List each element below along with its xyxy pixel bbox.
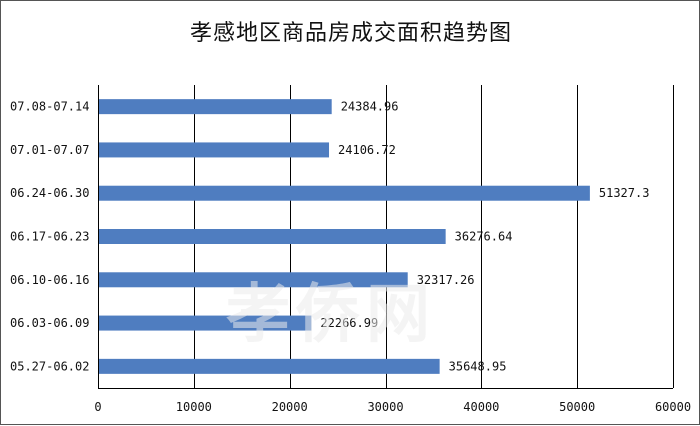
bar [99, 358, 440, 374]
x-tick-label: 50000 [559, 400, 595, 414]
bar [99, 142, 330, 158]
data-label: 24384.96 [341, 100, 399, 114]
bar [99, 229, 446, 244]
x-tick-label: 0 [94, 400, 101, 414]
y-tick-label: 06.17-06.23 [10, 230, 89, 244]
data-label: 32317.26 [417, 273, 475, 287]
data-label: 36276.64 [455, 230, 513, 244]
bar [99, 315, 312, 331]
bar [99, 272, 408, 288]
y-tick-label: 06.10-06.16 [10, 273, 89, 287]
y-tick-label: 06.24-06.30 [10, 186, 89, 200]
x-tick-label: 30000 [367, 400, 403, 414]
chart-title: 孝感地区商品房成交面积趋势图 [189, 21, 512, 46]
x-tick-label: 60000 [655, 400, 691, 414]
data-label: 24106.72 [338, 143, 396, 157]
y-tick-label: 06.03-06.09 [10, 316, 89, 330]
x-tick-label: 20000 [272, 400, 308, 414]
y-tick-label: 07.01-07.07 [10, 143, 89, 157]
y-tick-label: 05.27-06.02 [10, 359, 89, 373]
y-tick-label: 07.08-07.14 [10, 100, 89, 114]
bar [99, 99, 332, 115]
x-tick-label: 10000 [176, 400, 212, 414]
x-tick-label: 40000 [463, 400, 499, 414]
bar [99, 185, 590, 201]
data-label: 51327.3 [599, 186, 650, 200]
data-label: 35648.95 [449, 359, 507, 373]
data-label: 22266.99 [320, 316, 378, 330]
